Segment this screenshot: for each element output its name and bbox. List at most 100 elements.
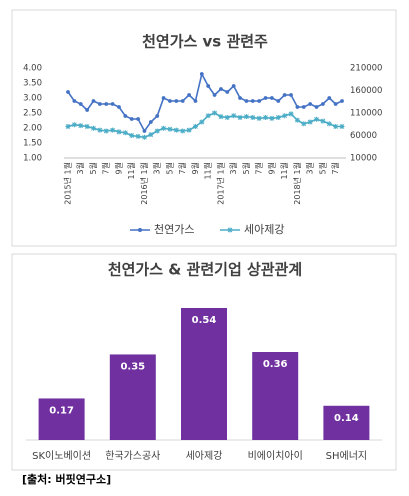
- star-marker: [326, 121, 332, 127]
- star-marker: [212, 110, 218, 116]
- legend-marker: [138, 228, 142, 232]
- value-label: 0.17: [49, 405, 74, 416]
- star-marker: [237, 115, 243, 120]
- star-marker: [294, 117, 300, 123]
- y-tick-label: 3.00: [23, 94, 42, 104]
- point-marker: [263, 96, 268, 100]
- x-tick-label: 5월: [164, 162, 174, 174]
- x-tick-label: 3월: [152, 162, 162, 174]
- y2-tick-label: 110000: [350, 109, 382, 119]
- value-label: 0.54: [192, 315, 217, 326]
- point-marker: [238, 96, 242, 100]
- x-tick-label: 7월: [254, 162, 264, 174]
- star-marker: [250, 115, 256, 120]
- star-marker: [186, 127, 192, 133]
- chart-title: 천연가스 & 관련기업 상관관계: [108, 261, 302, 279]
- y-tick-label: 2.50: [23, 109, 42, 119]
- point-marker: [110, 102, 115, 106]
- point-marker: [193, 99, 198, 103]
- point-marker: [148, 120, 153, 124]
- star-marker: [71, 122, 77, 128]
- top-chart-frame: [11, 9, 397, 247]
- star-marker: [275, 115, 281, 120]
- x-tick-label: 7월: [101, 162, 111, 174]
- x-tick-label: SK이노베이션: [32, 450, 91, 462]
- value-label: 0.35: [120, 361, 145, 372]
- x-tick-label: 세아제강: [186, 450, 223, 462]
- point-marker: [231, 84, 236, 88]
- point-marker: [129, 117, 134, 121]
- x-tick-label: 2017년 1월: [215, 162, 225, 205]
- point-marker: [333, 102, 338, 106]
- x-tick-label: 3월: [228, 162, 238, 174]
- bar: [252, 352, 299, 440]
- bar: [323, 405, 370, 440]
- x-tick-label: SH에너지: [326, 450, 367, 462]
- point-marker: [308, 102, 313, 106]
- x-tick-label: 3월: [305, 162, 315, 174]
- bar: [109, 354, 156, 440]
- star-marker: [199, 119, 205, 125]
- star-marker: [205, 113, 211, 119]
- star-marker: [141, 134, 147, 140]
- star-marker: [192, 124, 198, 129]
- x-tick-label: 5월: [317, 162, 327, 174]
- point-marker: [117, 105, 121, 109]
- y-tick-label: 1.00: [23, 154, 42, 164]
- source: [출처: 버핏연구소]: [22, 472, 111, 486]
- x-tick-label: 9월: [190, 162, 200, 174]
- y2-tick-label: 160000: [350, 86, 382, 96]
- point-marker: [225, 90, 230, 94]
- star-marker: [314, 116, 320, 122]
- point-marker: [187, 93, 191, 97]
- value-label: 0.36: [263, 359, 288, 370]
- star-marker: [116, 129, 122, 135]
- x-tick-label: 5월: [241, 162, 251, 174]
- point-marker: [136, 117, 140, 121]
- y-tick-label: 1.50: [23, 139, 42, 149]
- legend-label: 세아제강: [244, 223, 284, 236]
- star-marker: [122, 130, 128, 136]
- value-label: 0.14: [334, 413, 359, 424]
- star-marker: [84, 124, 90, 129]
- star-marker: [180, 128, 186, 134]
- point-marker: [72, 99, 77, 103]
- point-marker: [340, 99, 344, 103]
- point-marker: [212, 93, 217, 97]
- point-marker: [295, 105, 300, 109]
- point-marker: [314, 105, 319, 109]
- star-marker: [97, 127, 103, 133]
- star-marker: [269, 115, 275, 121]
- x-tick-label: 11월: [279, 162, 289, 180]
- point-marker: [97, 102, 102, 106]
- star-marker: [173, 127, 179, 133]
- point-marker: [123, 114, 128, 118]
- star-marker: [243, 114, 249, 120]
- point-marker: [301, 105, 306, 109]
- star-marker: [320, 118, 326, 124]
- point-marker: [104, 102, 109, 106]
- legend-label: 천연가스: [154, 222, 194, 236]
- point-marker: [180, 99, 185, 103]
- x-tick-label: 7월: [330, 162, 340, 174]
- x-tick-label: 5월: [88, 162, 98, 174]
- star-marker: [161, 125, 167, 131]
- star-marker: [218, 114, 224, 120]
- point-marker: [174, 99, 179, 103]
- x-tick-label: 11월: [126, 162, 136, 180]
- point-marker: [155, 114, 160, 118]
- point-marker: [270, 96, 274, 100]
- star-marker: [65, 124, 71, 129]
- point-marker: [244, 99, 249, 103]
- star-marker: [78, 123, 84, 129]
- point-marker: [206, 84, 211, 88]
- star-marker: [307, 119, 313, 125]
- star-marker: [129, 133, 135, 138]
- point-marker: [199, 72, 204, 76]
- point-marker: [142, 129, 147, 133]
- point-marker: [78, 102, 83, 106]
- star-marker: [103, 128, 109, 134]
- x-tick-label: 9월: [113, 162, 123, 174]
